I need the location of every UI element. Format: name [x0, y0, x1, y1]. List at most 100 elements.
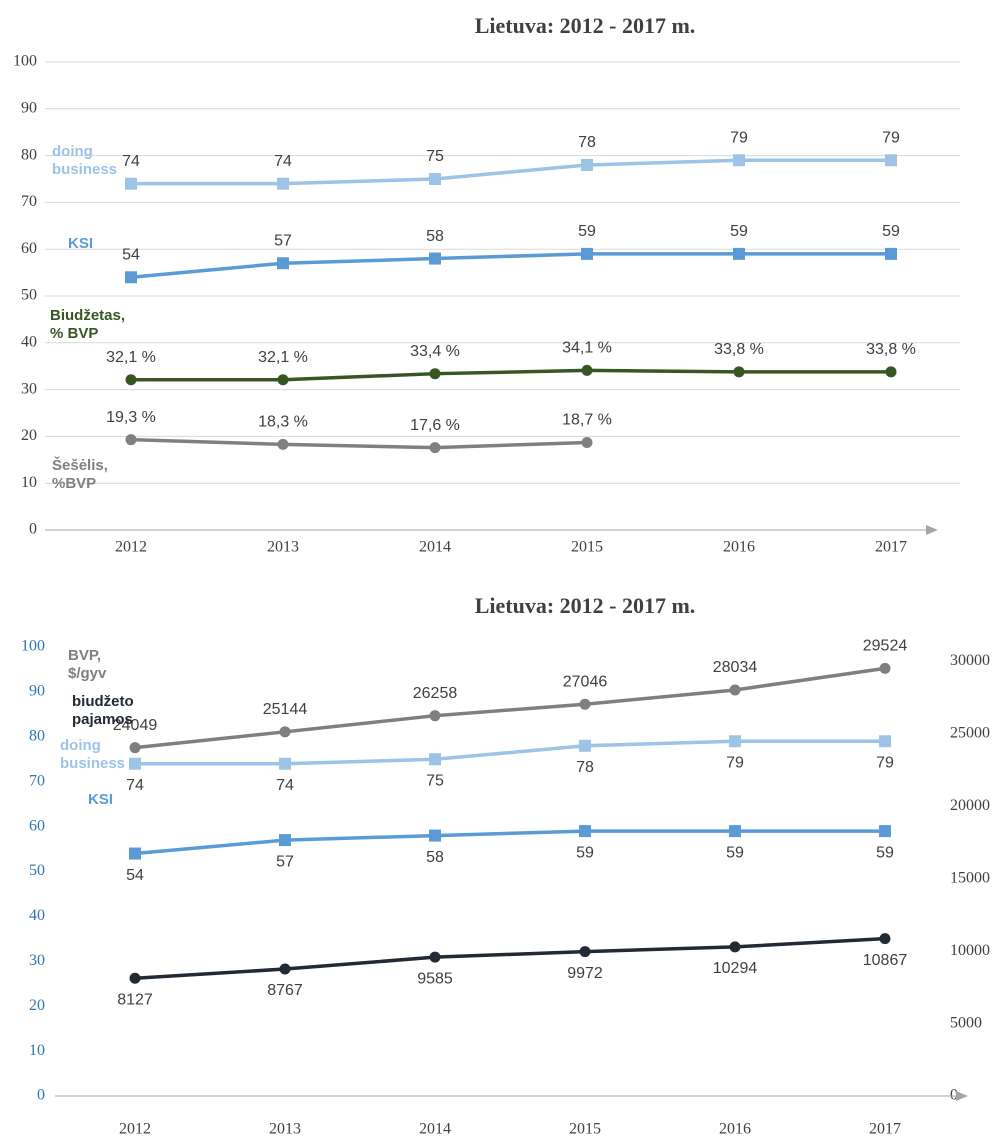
y-tick-label: 90: [21, 99, 37, 116]
y2-tick-label: 25000: [950, 725, 990, 742]
marker: [277, 374, 289, 386]
y-tick-label: 30: [21, 380, 37, 397]
data-label: 58: [426, 228, 444, 245]
marker: [429, 951, 441, 963]
data-label: 8127: [117, 992, 153, 1009]
marker: [129, 757, 141, 770]
data-label: 32,1 %: [258, 349, 308, 366]
x-axis-arrow: [926, 525, 938, 535]
data-label: 27046: [563, 673, 608, 690]
marker: [729, 735, 741, 748]
marker: [429, 368, 441, 380]
marker: [429, 829, 441, 842]
marker: [277, 257, 289, 270]
data-label: 79: [876, 755, 894, 772]
series-line: [130, 437, 588, 450]
data-label: 9972: [567, 965, 603, 982]
y-tick-label: 10: [29, 1042, 45, 1059]
data-label: 78: [576, 759, 594, 776]
marker: [125, 374, 137, 386]
data-label: 79: [882, 129, 900, 146]
y2-tick-label: 5000: [950, 1014, 982, 1031]
series-label: KSI: [88, 791, 113, 808]
marker: [879, 662, 891, 674]
y2-tick-label: 0: [950, 1087, 958, 1104]
y-tick-label: 70: [21, 193, 37, 210]
x-tick-label: 2012: [119, 1121, 151, 1138]
y-tick-label: 90: [29, 683, 45, 700]
y-tick-label: 60: [29, 817, 45, 834]
data-label: 75: [426, 148, 444, 165]
data-label: 8767: [267, 982, 303, 999]
data-label: 10294: [713, 960, 758, 977]
x-tick-label: 2013: [269, 1121, 301, 1138]
marker: [125, 271, 137, 284]
marker: [885, 154, 897, 167]
marker: [279, 963, 291, 975]
chart-title: Lietuva: 2012 - 2017 m.: [475, 593, 696, 618]
x-tick-label: 2017: [875, 539, 907, 556]
marker: [733, 366, 745, 378]
y-tick-label: 40: [21, 333, 37, 350]
data-label: 18,7 %: [562, 412, 612, 429]
x-axis-arrow: [956, 1091, 968, 1101]
data-label: 74: [122, 153, 140, 170]
marker: [279, 757, 291, 770]
marker: [733, 247, 745, 260]
marker: [429, 710, 441, 722]
y-tick-label: 20: [21, 427, 37, 444]
data-label: 59: [882, 223, 900, 240]
y-tick-label: 80: [21, 146, 37, 163]
series-label: Šešėlis, %BVP: [52, 456, 112, 492]
series-label: KSI: [68, 235, 93, 252]
marker: [129, 742, 141, 754]
data-label: 74: [274, 153, 292, 170]
x-tick-label: 2014: [419, 539, 451, 556]
y-tick-label: 40: [29, 907, 45, 924]
marker: [277, 177, 289, 190]
marker: [581, 158, 593, 171]
data-label: 19,3 %: [106, 409, 156, 426]
data-label: 79: [726, 755, 744, 772]
data-label: 33,8 %: [866, 341, 916, 358]
series-line: [134, 666, 886, 750]
data-label: 57: [276, 853, 294, 870]
data-label: 32,1 %: [106, 349, 156, 366]
data-label: 59: [578, 223, 596, 240]
y-tick-label: 0: [29, 521, 37, 538]
series-label: biudžeto pajamos: [72, 693, 138, 728]
y-tick-label: 80: [29, 727, 45, 744]
x-tick-label: 2013: [267, 539, 299, 556]
y-tick-label: 20: [29, 997, 45, 1014]
marker: [729, 684, 741, 696]
series-line: [131, 158, 891, 186]
marker: [733, 154, 745, 167]
data-label: 54: [126, 867, 144, 884]
x-tick-label: 2014: [419, 1121, 451, 1138]
marker: [579, 739, 591, 752]
data-label: 26258: [413, 685, 458, 702]
marker: [885, 247, 897, 260]
y-tick-label: 60: [21, 240, 37, 257]
data-label: 58: [426, 849, 444, 866]
x-tick-label: 2016: [723, 539, 755, 556]
y-tick-label: 70: [29, 772, 45, 789]
marker: [879, 735, 891, 748]
marker: [279, 834, 291, 847]
y2-tick-label: 30000: [950, 652, 990, 669]
marker: [729, 825, 741, 838]
y2-tick-label: 20000: [950, 797, 990, 814]
data-label: 29524: [863, 638, 908, 655]
marker: [129, 972, 141, 984]
marker: [125, 434, 137, 446]
data-label: 24049: [113, 717, 158, 734]
data-label: 17,6 %: [410, 417, 460, 434]
data-label: 18,3 %: [258, 414, 308, 431]
x-tick-label: 2012: [115, 539, 147, 556]
marker: [579, 698, 591, 710]
y2-tick-label: 15000: [950, 869, 990, 886]
x-tick-label: 2015: [569, 1121, 601, 1138]
series-line: [131, 368, 891, 382]
marker: [429, 173, 441, 185]
